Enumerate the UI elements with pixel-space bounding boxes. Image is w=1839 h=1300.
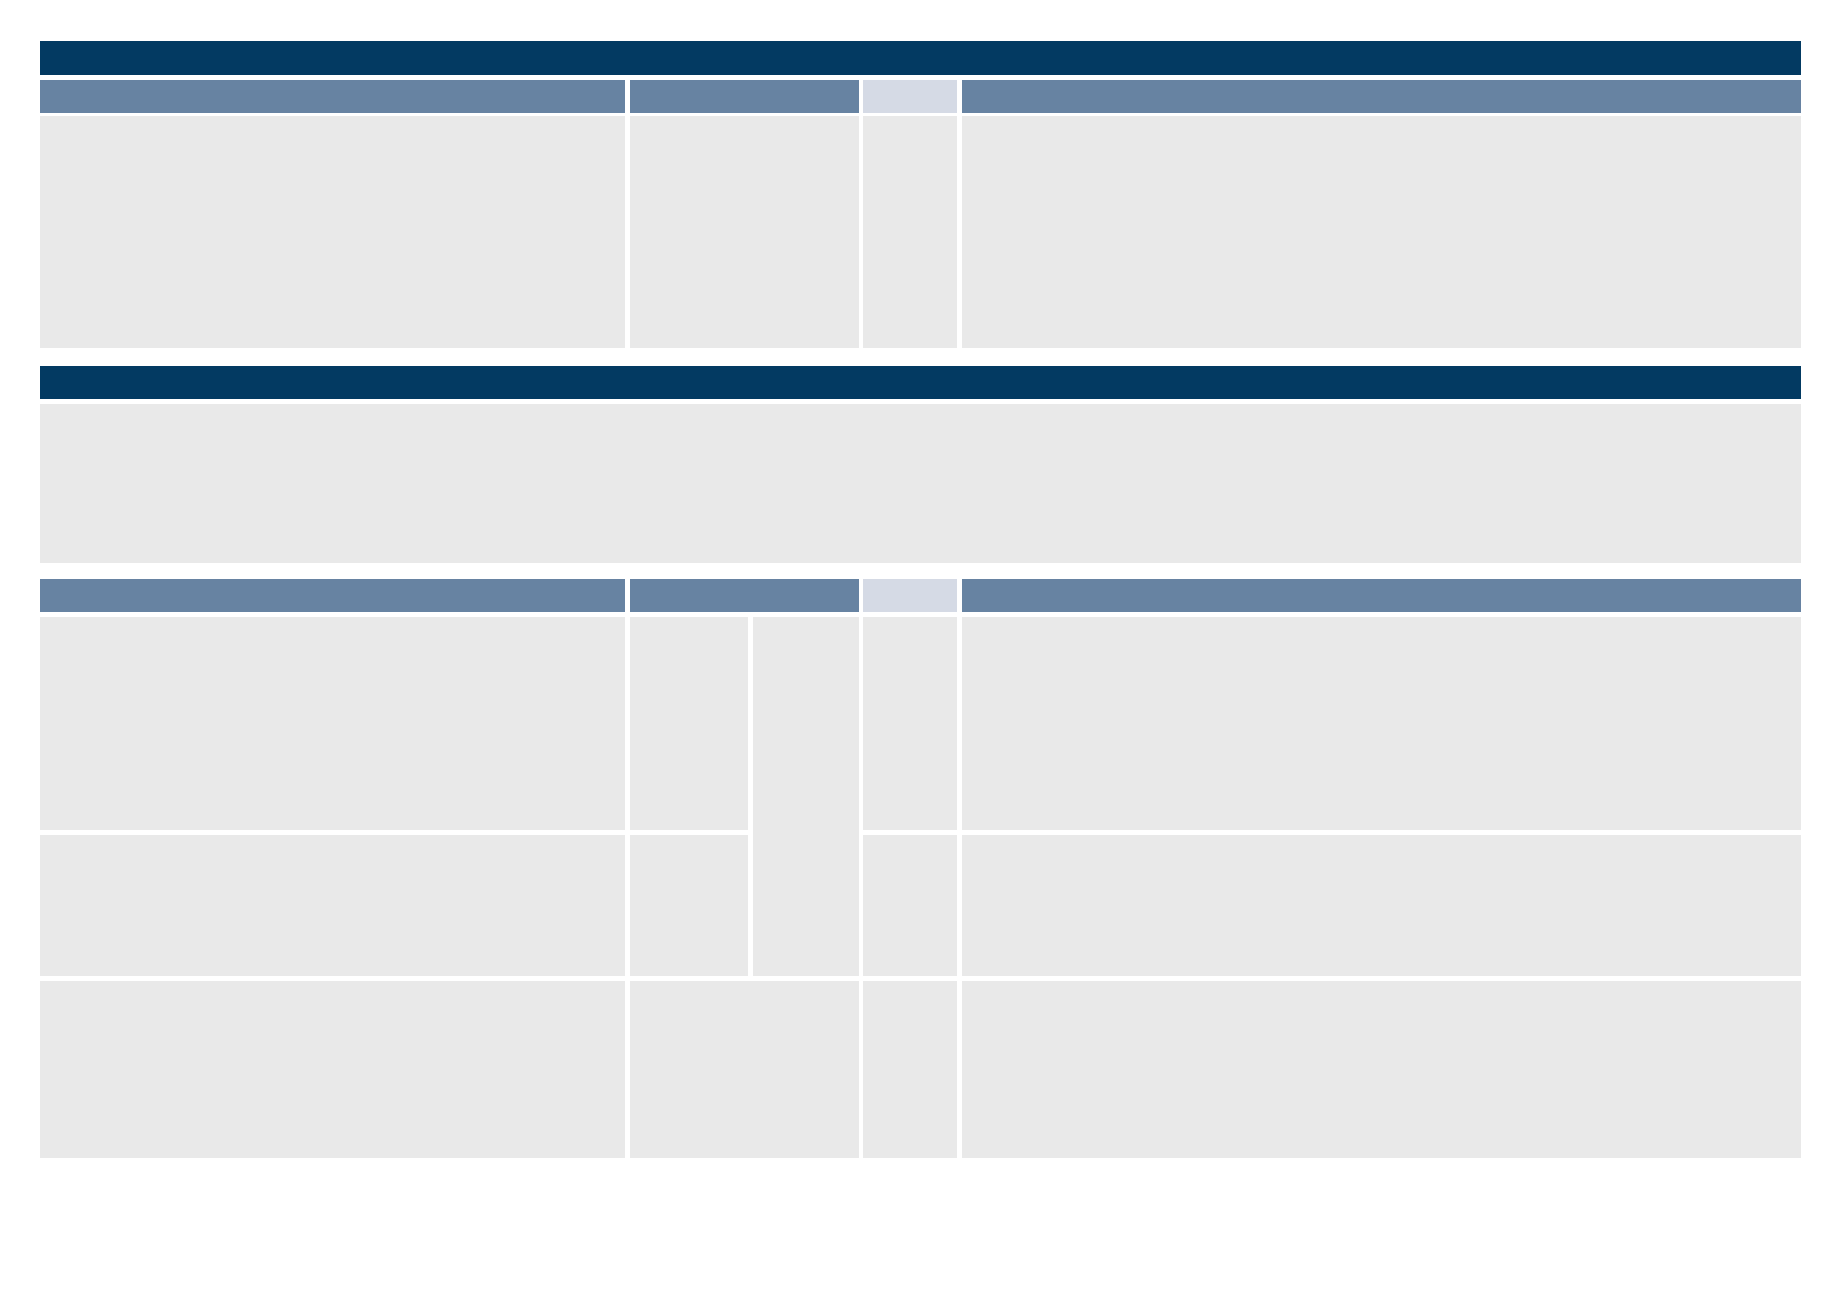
table-cell [630,835,748,976]
table-cell [40,617,625,830]
column-header [630,80,859,113]
column-header [863,579,957,612]
text-block [40,404,1801,563]
table-cell [40,835,625,976]
table-cell [753,617,859,976]
column-header [863,80,957,113]
table-cell [863,617,957,830]
table-cell [630,116,859,348]
section-bar [40,366,1801,399]
column-header [962,80,1801,113]
table-cell [962,835,1801,976]
table-cell [962,116,1801,348]
table-cell [863,835,957,976]
column-header [630,579,859,612]
section-bar [40,41,1801,75]
column-header [40,80,625,113]
table-cell [962,617,1801,830]
column-header [40,579,625,612]
table-cell [630,617,748,830]
table-cell [863,116,957,348]
table-cell [863,981,957,1158]
table-cell [40,116,625,348]
table-cell [40,981,625,1158]
table-cell [962,981,1801,1158]
table-cell [630,981,859,1158]
column-header [962,579,1801,612]
